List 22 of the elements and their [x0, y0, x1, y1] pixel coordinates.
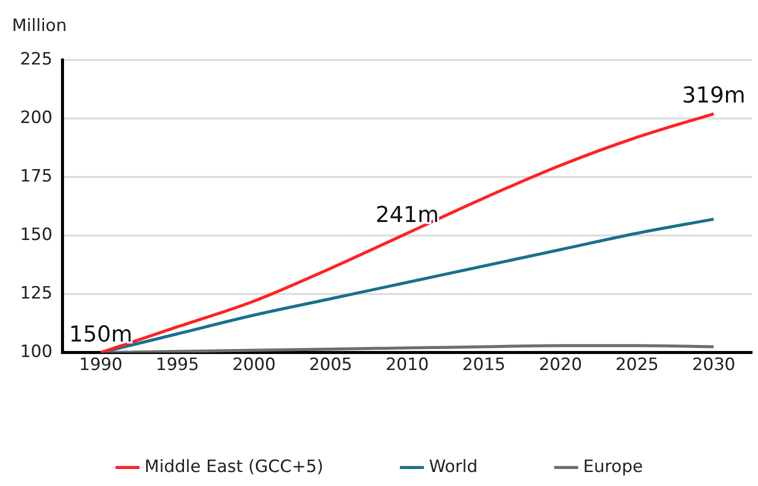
x-tick-label: 2030 [692, 355, 736, 376]
legend-label: Middle East (GCC+5) [144, 456, 324, 477]
legend-label: Europe [583, 456, 643, 477]
x-tick-label: 1990 [79, 355, 122, 376]
y-tick-label: 200 [20, 108, 52, 128]
y-tick-label: 175 [20, 166, 52, 186]
x-tick-label: 2000 [232, 355, 276, 376]
x-tick-label: 2025 [615, 355, 659, 376]
x-tick-label: 2005 [308, 355, 352, 376]
x-tick-label: 1995 [156, 355, 200, 376]
y-tick-label: 100 [20, 342, 52, 362]
y-tick-label: 225 [20, 49, 52, 70]
x-tick-label: 2015 [462, 355, 506, 376]
y-tick-label: 125 [20, 284, 52, 304]
annotation: 150m [69, 322, 132, 348]
legend-label: World [428, 456, 478, 477]
y-axis-title: Million [12, 16, 67, 36]
annotation: 319m [682, 84, 746, 109]
x-tick-label: 2010 [386, 355, 429, 376]
x-tick-label: 2020 [538, 355, 582, 376]
y-tick-label: 150 [20, 224, 52, 245]
annotation: 241m [376, 202, 439, 228]
